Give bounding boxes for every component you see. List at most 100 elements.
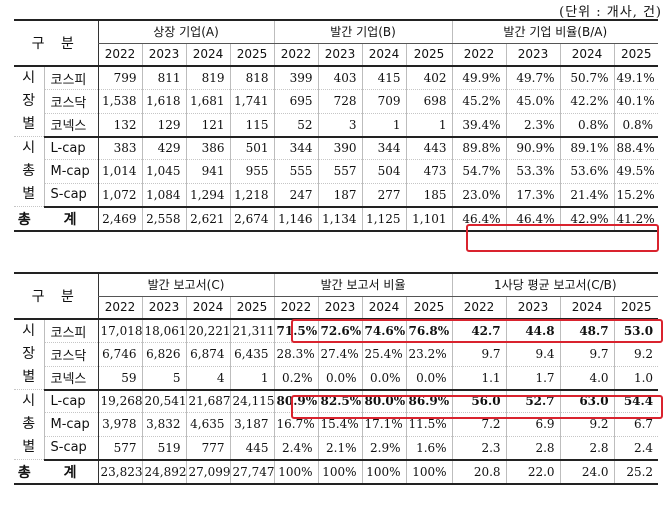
year-header: 2025: [613, 43, 659, 67]
total-row: 총 계 2,469 2,558 2,621 2,674 1,146 1,134 1,125 1,…: [14, 206, 659, 232]
header-row-groups: 구 분 상장 기업(A) 발간 기업(B) 발간 기업 비율(B/A): [14, 20, 659, 67]
cell-value: 187: [317, 183, 362, 208]
total-label: 총 계: [14, 459, 98, 485]
cell-value: 2.8: [505, 436, 561, 461]
cell-value: 132: [97, 113, 142, 138]
table-row: 코넥스 59 5 4 1 0.2% 0.0% 0.0% 0.0% 1.1 1.7 4.0 1.0: [14, 366, 659, 391]
cell-value: 728: [317, 89, 362, 114]
cell-value: 0.0%: [317, 366, 363, 391]
year-header: 2024: [559, 43, 615, 67]
total-value: 2,558: [141, 206, 186, 232]
cell-value: 247: [273, 183, 318, 208]
total-value: 100%: [317, 459, 363, 485]
cell-value: 49.9%: [451, 66, 507, 90]
cell-value: 50.7%: [559, 66, 615, 90]
cell-value: 819: [185, 66, 230, 90]
row-name: 코스피: [43, 319, 98, 343]
cell-value: 1.0: [613, 366, 659, 391]
cell-value: 403: [317, 66, 362, 90]
cell-value: 27.4%: [317, 342, 363, 367]
cell-value: 5: [141, 366, 186, 391]
cell-value: 89.1%: [559, 136, 615, 161]
cell-value: 2.4%: [273, 436, 319, 461]
cell-value: 445: [229, 436, 275, 461]
group-header-ratio: 발간 기업 비율(B/A): [451, 20, 659, 44]
year-header: 2024: [185, 296, 230, 320]
cell-value: 42.7: [451, 319, 507, 343]
cell-value: 24,115: [229, 389, 275, 414]
cell-value: 4.0: [559, 366, 615, 391]
cell-value: 3,187: [229, 412, 275, 437]
cell-value: 23.2%: [405, 342, 453, 367]
cell-value: 709: [361, 89, 406, 114]
cell-value: 555: [273, 159, 318, 184]
cell-value: 53.6%: [559, 159, 615, 184]
cell-value: 63.0: [559, 389, 615, 414]
cell-value: 40.1%: [613, 89, 659, 114]
cell-value: 0.0%: [405, 366, 453, 391]
cell-value: 28.3%: [273, 342, 319, 367]
year-header: 2025: [405, 43, 453, 67]
total-value: 46.4%: [451, 206, 507, 232]
cell-value: 17.3%: [505, 183, 561, 208]
cell-value: 49.1%: [613, 66, 659, 90]
cell-value: 383: [97, 136, 142, 161]
cell-value: 504: [361, 159, 406, 184]
header-row-years: 2022 2023 2024 2025 2022 2023 2024 2025 2022 2023…: [14, 296, 659, 320]
table-row: 시 장 별 코스피 17,018 18,061 20,221 21,311 71.5% 72.6%…: [14, 319, 659, 390]
row-name: L-cap: [43, 389, 98, 414]
row-name: M-cap: [43, 159, 98, 184]
cell-value: 0.8%: [559, 113, 615, 138]
cell-value: 6,826: [141, 342, 186, 367]
gubun-header: 구 분: [14, 20, 98, 67]
total-value: 1,125: [361, 206, 406, 232]
cell-value: 48.7: [559, 319, 615, 343]
year-header: 2024: [361, 296, 407, 320]
total-label: 총 계: [14, 206, 98, 232]
total-value: 22.0: [505, 459, 561, 485]
total-value: 100%: [273, 459, 319, 485]
cell-value: 818: [229, 66, 274, 90]
cell-value: 2.8: [559, 436, 615, 461]
cell-value: 21,311: [229, 319, 275, 343]
cell-value: 473: [405, 159, 453, 184]
total-value: 25.2: [613, 459, 659, 485]
group-header-report-ratio: 발간 보고서 비율: [273, 273, 453, 297]
cell-value: 56.0: [451, 389, 507, 414]
row-name: 코스닥: [43, 89, 98, 114]
cell-value: 52: [273, 113, 318, 138]
cell-value: 185: [405, 183, 453, 208]
year-header: 2024: [185, 43, 230, 67]
cell-value: 17.1%: [361, 412, 407, 437]
cell-value: 49.7%: [505, 66, 561, 90]
table-row: 시 장 별 코스피 799 811 819 818 399 403 415 402 49.9% 49.7%…: [14, 66, 659, 137]
cell-value: 20,541: [141, 389, 187, 414]
cell-value: 2.9%: [361, 436, 407, 461]
group-header-reports: 발간 보고서(C): [97, 273, 275, 297]
table-row: M-cap 3,978 3,832 4,635 3,187 16.7% 15.4% 17.1%…: [14, 412, 659, 437]
cell-value: 53.3%: [505, 159, 561, 184]
cell-value: 21.4%: [559, 183, 615, 208]
cell-value: 2.3%: [505, 113, 561, 138]
cell-value: 1,294: [185, 183, 230, 208]
section-label-char: 별: [22, 439, 36, 455]
total-value: 1,134: [317, 206, 362, 232]
cell-value: 59: [97, 366, 142, 391]
cell-value: 557: [317, 159, 362, 184]
cell-value: 6.7: [613, 412, 659, 437]
total-value: 2,469: [97, 206, 142, 232]
cell-value: 121: [185, 113, 230, 138]
year-header: 2023: [317, 43, 362, 67]
cell-value: 0.2%: [273, 366, 319, 391]
section-label-char: 시: [22, 393, 36, 409]
cell-value: 20,221: [185, 319, 231, 343]
section-label-char: 시: [22, 70, 36, 86]
year-header: 2022: [273, 296, 319, 320]
cell-value: 39.4%: [451, 113, 507, 138]
total-value: 27,747: [229, 459, 275, 485]
cell-value: 941: [185, 159, 230, 184]
cell-value: 90.9%: [505, 136, 561, 161]
